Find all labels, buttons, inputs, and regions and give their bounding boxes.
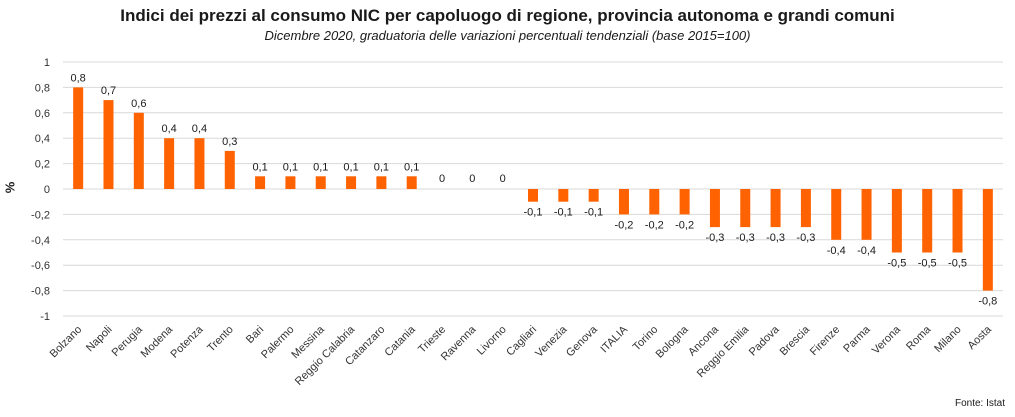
bar [133, 112, 144, 189]
bar [528, 189, 538, 202]
data-label: 0,1 [313, 161, 328, 173]
data-label: -0,5 [918, 258, 937, 270]
y-tick-label: -0,8 [31, 286, 50, 298]
data-label: 0,4 [161, 123, 176, 135]
x-tick-label: Catania [383, 323, 419, 359]
bar [346, 176, 357, 189]
x-tick-label: Bologna [654, 323, 692, 361]
y-tick-label: 0,2 [35, 159, 50, 171]
data-label: -0,3 [796, 232, 815, 244]
chart-title: Indici dei prezzi al consumo NIC per cap… [120, 6, 895, 25]
x-tick-label: Roma [904, 323, 934, 353]
bar [709, 189, 720, 228]
data-label: 0,7 [101, 85, 116, 97]
bar [800, 189, 811, 228]
bar [861, 189, 872, 240]
data-label: -0,1 [584, 207, 603, 219]
bar [982, 189, 993, 291]
y-tick-label: 0,8 [35, 82, 50, 94]
x-tick-label: Padova [747, 323, 782, 358]
x-tick-label: Genova [564, 323, 600, 359]
y-tick-label: 0,4 [35, 133, 50, 145]
bar [558, 189, 569, 202]
y-tick-label: -0,6 [31, 260, 50, 272]
data-label: -0,2 [645, 219, 664, 231]
bar [618, 189, 629, 215]
chart-subtitle: Dicembre 2020, graduatoria delle variazi… [264, 28, 751, 43]
data-label: -0,2 [614, 219, 633, 231]
data-label: 0,1 [343, 161, 358, 173]
y-tick-label: 1 [44, 57, 50, 69]
data-label: 0,3 [222, 136, 237, 148]
bar [255, 176, 266, 189]
data-label: -0,2 [675, 219, 694, 231]
x-tick-label: Brescia [778, 323, 813, 358]
bar [224, 150, 235, 189]
y-tick-label: 0 [44, 184, 50, 196]
data-label: 0,1 [252, 161, 267, 173]
bar [285, 176, 296, 189]
data-label: 0 [439, 173, 445, 185]
data-label: -0,4 [857, 245, 876, 257]
x-tick-label: Venezia [533, 323, 570, 360]
data-label: -0,1 [554, 207, 573, 219]
data-label: -0,8 [978, 296, 997, 308]
data-label: 0 [500, 173, 506, 185]
data-label: -0,5 [887, 258, 906, 270]
bar [103, 100, 114, 189]
data-label: 0,1 [404, 161, 419, 173]
bar [891, 189, 902, 253]
data-label: 0,6 [131, 98, 146, 110]
x-tick-label: Parma [841, 323, 873, 355]
source-note: Fonte: Istat [954, 398, 1005, 409]
bar [922, 189, 933, 253]
bar [952, 189, 963, 253]
x-tick-label: Verona [870, 323, 904, 357]
bar [831, 189, 842, 240]
y-tick-label: -0,4 [31, 235, 50, 247]
bar [679, 189, 690, 215]
bar [194, 138, 205, 189]
data-label: -0,5 [948, 258, 967, 270]
bar [376, 176, 387, 189]
y-tick-label: -1 [40, 311, 50, 323]
x-tick-label: Milano [932, 324, 963, 355]
x-tick-label: Trento [205, 324, 236, 355]
data-label: -0,1 [524, 207, 543, 219]
x-tick-label: Livorno [475, 324, 509, 358]
bar [164, 138, 175, 189]
x-tick-label: ITALIA [598, 323, 630, 355]
bar [649, 189, 660, 215]
bar [406, 176, 417, 189]
data-label: -0,3 [736, 232, 755, 244]
data-label: 0,1 [374, 161, 389, 173]
bar [315, 176, 326, 189]
x-tick-label: Firenze [808, 324, 842, 358]
x-tick-label: Aosta [966, 323, 995, 352]
y-tick-label: 0,6 [35, 108, 50, 120]
data-label: 0 [469, 173, 475, 185]
y-tick-label: -0,2 [31, 209, 50, 221]
data-label: -0,3 [705, 232, 724, 244]
data-label: 0,1 [283, 161, 298, 173]
x-tick-label: Bari [244, 324, 266, 346]
data-label: -0,4 [827, 245, 846, 257]
bar [770, 189, 781, 228]
x-tick-label: Bolzano [48, 324, 85, 361]
data-label: 0,4 [192, 123, 207, 135]
bar [588, 189, 599, 202]
data-label: 0,8 [71, 72, 86, 84]
bar [73, 87, 84, 189]
bar [740, 189, 751, 228]
x-tick-label: Potenza [169, 323, 207, 361]
data-label: -0,3 [766, 232, 785, 244]
